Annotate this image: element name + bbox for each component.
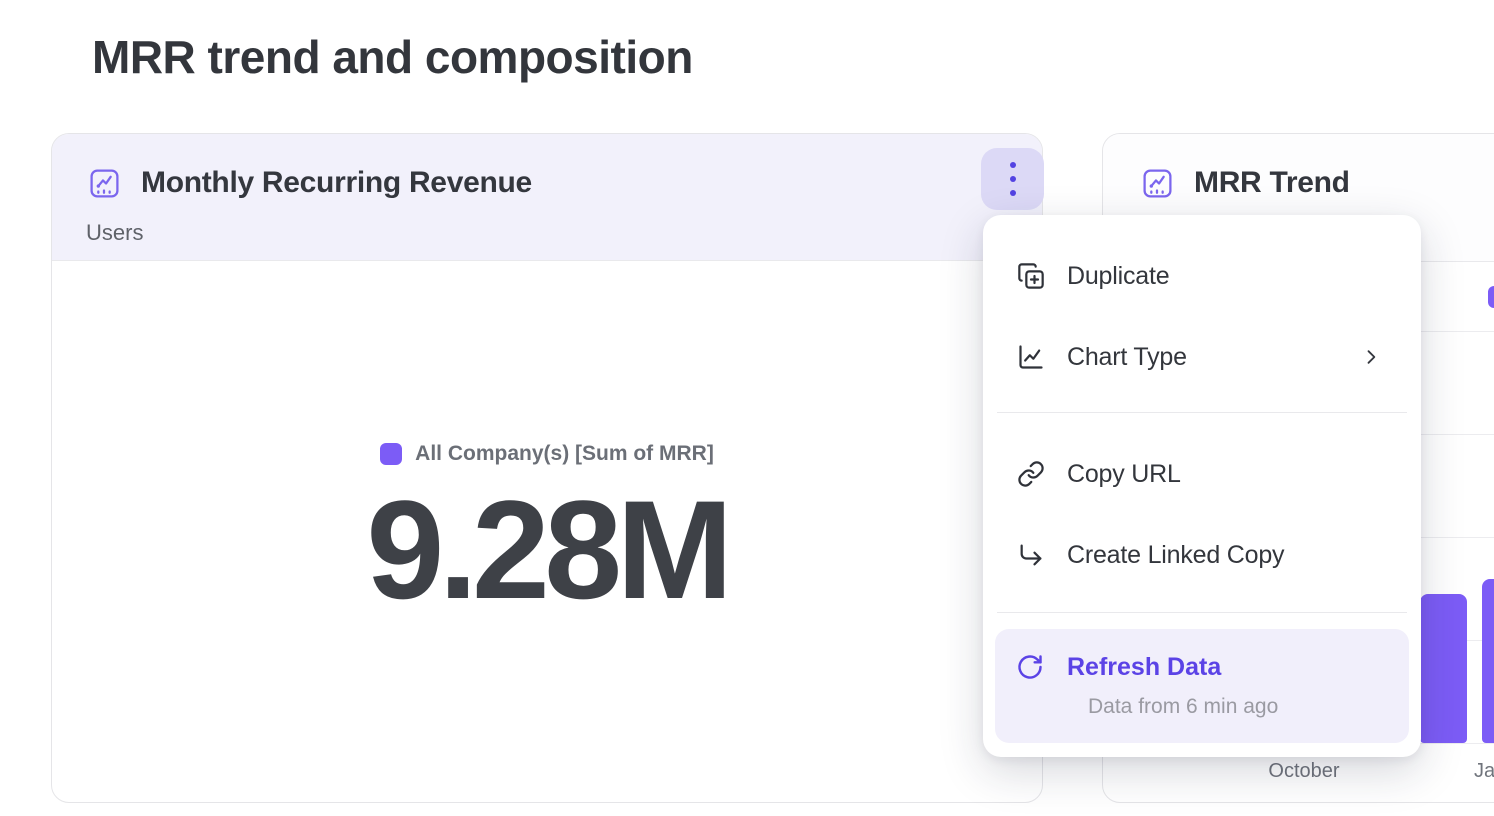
menu-item-label: Create Linked Copy xyxy=(1067,540,1285,569)
menu-item-create-linked-copy[interactable]: Create Linked Copy xyxy=(983,527,1421,583)
legend-label: All Company(s) [Sum of MRR] xyxy=(415,442,714,465)
menu-item-label: Chart Type xyxy=(1067,342,1187,371)
legend-swatch xyxy=(380,443,403,465)
legend-swatch xyxy=(1488,286,1494,308)
card-menu-button[interactable] xyxy=(981,148,1044,210)
x-axis-label: October xyxy=(1268,760,1340,782)
trend-plot: October Ja xyxy=(1103,263,1494,802)
mrr-card: Monthly Recurring Revenue Users All Comp… xyxy=(51,133,1043,803)
kebab-menu-icon xyxy=(1009,162,1016,168)
chart-widget-icon xyxy=(1141,167,1174,200)
menu-item-refresh-data[interactable]: Refresh Data Data from 6 min ago xyxy=(995,629,1409,743)
mrr-card-subtitle: Users xyxy=(86,220,144,245)
chevron-right-icon xyxy=(1361,347,1381,367)
mrr-legend: All Company(s) [Sum of MRR] xyxy=(52,442,1042,466)
menu-item-copy-url[interactable]: Copy URL xyxy=(983,446,1421,502)
chart-widget-icon xyxy=(88,167,121,200)
refresh-data-age: Data from 6 min ago xyxy=(1088,695,1279,718)
menu-item-label: Duplicate xyxy=(1067,261,1170,290)
refresh-icon xyxy=(1016,653,1044,681)
chart-line-icon xyxy=(1017,343,1045,371)
corner-down-right-icon xyxy=(1017,541,1045,569)
x-axis-label: Ja xyxy=(1474,760,1494,782)
link-icon xyxy=(1017,460,1045,488)
menu-divider xyxy=(997,612,1407,613)
copy-plus-icon xyxy=(1017,262,1045,290)
card-context-menu: Duplicate Chart Type Copy URL xyxy=(983,215,1421,757)
mrr-trend-card-title: MRR Trend xyxy=(1194,166,1350,199)
mrr-card-header: Monthly Recurring Revenue Users xyxy=(52,134,1042,261)
menu-item-duplicate[interactable]: Duplicate xyxy=(983,248,1421,304)
menu-item-label: Refresh Data xyxy=(1067,652,1222,681)
mrr-total-value: 9.28M xyxy=(366,471,733,628)
trend-bar[interactable] xyxy=(1482,579,1494,743)
mrr-trend-card-header: MRR Trend xyxy=(1103,134,1494,262)
mrr-card-title: Monthly Recurring Revenue xyxy=(141,166,532,199)
menu-item-chart-type[interactable]: Chart Type xyxy=(983,329,1421,385)
menu-item-label: Copy URL xyxy=(1067,459,1181,488)
page-title: MRR trend and composition xyxy=(92,31,693,83)
menu-divider xyxy=(997,412,1407,413)
trend-bar[interactable] xyxy=(1420,594,1467,743)
